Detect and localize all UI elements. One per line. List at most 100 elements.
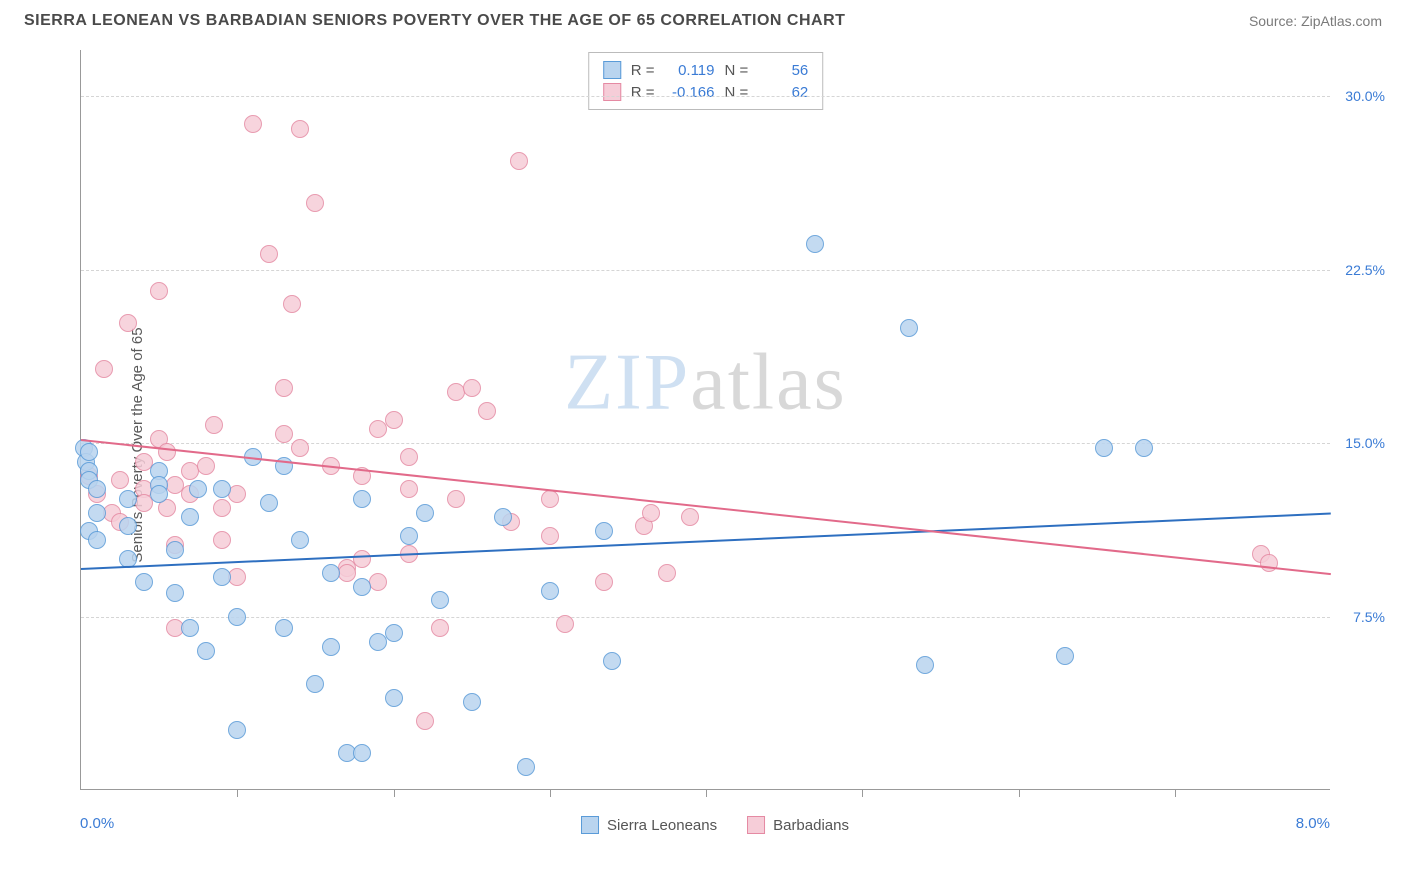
x-max-label: 8.0% bbox=[1296, 815, 1330, 832]
data-point bbox=[291, 120, 309, 138]
n-label: N = bbox=[725, 84, 749, 101]
data-point bbox=[431, 619, 449, 637]
y-tick-label: 30.0% bbox=[1345, 88, 1385, 104]
data-point bbox=[260, 494, 278, 512]
data-point bbox=[291, 531, 309, 549]
y-tick-label: 22.5% bbox=[1345, 262, 1385, 278]
x-tick bbox=[394, 789, 395, 797]
data-point bbox=[88, 531, 106, 549]
data-point bbox=[181, 508, 199, 526]
data-point bbox=[400, 480, 418, 498]
legend-swatch-1 bbox=[581, 816, 599, 834]
data-point bbox=[205, 416, 223, 434]
data-point bbox=[228, 721, 246, 739]
data-point bbox=[228, 608, 246, 626]
data-point bbox=[595, 573, 613, 591]
data-point bbox=[1095, 439, 1113, 457]
x-tick bbox=[706, 789, 707, 797]
swatch-series-1 bbox=[603, 61, 621, 79]
data-point bbox=[478, 402, 496, 420]
gridline bbox=[81, 617, 1330, 618]
y-tick-label: 15.0% bbox=[1345, 435, 1385, 451]
data-point bbox=[1260, 554, 1278, 572]
legend-label-2: Barbadians bbox=[773, 817, 849, 834]
data-point bbox=[260, 245, 278, 263]
data-point bbox=[447, 490, 465, 508]
legend-swatch-2 bbox=[747, 816, 765, 834]
data-point bbox=[353, 550, 371, 568]
gridline bbox=[81, 270, 1330, 271]
chart-container: Seniors Poverty Over the Age of 65 ZIPat… bbox=[50, 50, 1380, 840]
data-point bbox=[228, 568, 246, 586]
n-value-1: 56 bbox=[758, 62, 808, 79]
data-point bbox=[80, 443, 98, 461]
source-attribution: Source: ZipAtlas.com bbox=[1249, 13, 1382, 29]
watermark: ZIPatlas bbox=[564, 337, 847, 428]
data-point bbox=[353, 744, 371, 762]
data-point bbox=[291, 439, 309, 457]
stats-row-series-2: R = -0.166 N = 62 bbox=[603, 81, 809, 103]
n-value-2: 62 bbox=[758, 84, 808, 101]
data-point bbox=[385, 411, 403, 429]
x-tick bbox=[1019, 789, 1020, 797]
gridline bbox=[81, 96, 1330, 97]
data-point bbox=[244, 115, 262, 133]
data-point bbox=[541, 490, 559, 508]
data-point bbox=[275, 619, 293, 637]
r-value-2: -0.166 bbox=[665, 84, 715, 101]
data-point bbox=[111, 471, 129, 489]
data-point bbox=[283, 295, 301, 313]
watermark-atlas: atlas bbox=[690, 338, 847, 426]
data-point bbox=[900, 319, 918, 337]
data-point bbox=[353, 490, 371, 508]
data-point bbox=[1056, 647, 1074, 665]
data-point bbox=[517, 758, 535, 776]
data-point bbox=[306, 194, 324, 212]
data-point bbox=[1135, 439, 1153, 457]
data-point bbox=[166, 541, 184, 559]
stats-box: R = 0.119 N = 56 R = -0.166 N = 62 bbox=[588, 52, 824, 110]
data-point bbox=[431, 591, 449, 609]
data-point bbox=[463, 693, 481, 711]
x-tick bbox=[237, 789, 238, 797]
data-point bbox=[181, 619, 199, 637]
data-point bbox=[197, 457, 215, 475]
data-point bbox=[135, 573, 153, 591]
data-point bbox=[385, 689, 403, 707]
data-point bbox=[595, 522, 613, 540]
data-point bbox=[213, 531, 231, 549]
data-point bbox=[916, 656, 934, 674]
data-point bbox=[400, 448, 418, 466]
data-point bbox=[275, 379, 293, 397]
data-point bbox=[510, 152, 528, 170]
data-point bbox=[166, 584, 184, 602]
n-label: N = bbox=[725, 62, 749, 79]
data-point bbox=[353, 578, 371, 596]
data-point bbox=[642, 504, 660, 522]
x-tick bbox=[1175, 789, 1176, 797]
legend: Sierra Leoneans Barbadians bbox=[581, 816, 849, 834]
swatch-series-2 bbox=[603, 83, 621, 101]
data-point bbox=[806, 235, 824, 253]
data-point bbox=[158, 443, 176, 461]
data-point bbox=[658, 564, 676, 582]
data-point bbox=[88, 480, 106, 498]
watermark-zip: ZIP bbox=[564, 338, 690, 426]
chart-title: SIERRA LEONEAN VS BARBADIAN SENIORS POVE… bbox=[24, 12, 845, 30]
data-point bbox=[88, 504, 106, 522]
r-value-1: 0.119 bbox=[665, 62, 715, 79]
data-point bbox=[556, 615, 574, 633]
data-point bbox=[119, 490, 137, 508]
data-point bbox=[150, 485, 168, 503]
data-point bbox=[197, 642, 215, 660]
data-point bbox=[213, 568, 231, 586]
data-point bbox=[541, 582, 559, 600]
data-point bbox=[681, 508, 699, 526]
data-point bbox=[213, 499, 231, 517]
data-point bbox=[213, 480, 231, 498]
r-label: R = bbox=[631, 62, 655, 79]
plot-area: ZIPatlas R = 0.119 N = 56 R = -0.166 N =… bbox=[80, 50, 1330, 790]
y-tick-label: 7.5% bbox=[1353, 609, 1385, 625]
data-point bbox=[228, 485, 246, 503]
data-point bbox=[322, 564, 340, 582]
